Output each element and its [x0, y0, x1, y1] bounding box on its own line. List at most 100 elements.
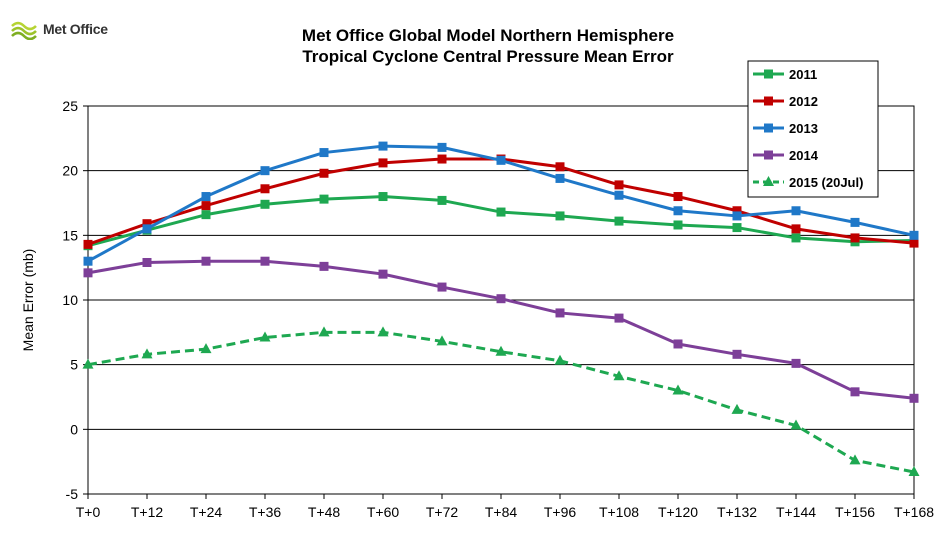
- data-point: [318, 326, 330, 337]
- legend-marker: [763, 176, 774, 186]
- data-point: [437, 142, 447, 152]
- data-point: [201, 201, 211, 211]
- data-point: [142, 257, 152, 267]
- data-point: [260, 256, 270, 266]
- data-point: [908, 466, 920, 477]
- data-point: [319, 148, 329, 158]
- data-point: [850, 217, 860, 227]
- data-point: [259, 331, 271, 342]
- data-point: [378, 158, 388, 168]
- chart-title: Met Office Global Model Northern Hemisph…: [302, 26, 674, 45]
- y-tick-label: -5: [66, 486, 79, 502]
- data-point: [791, 358, 801, 368]
- data-point: [142, 224, 152, 234]
- data-point: [260, 199, 270, 209]
- legend-item: 2011: [753, 67, 817, 82]
- data-point: [732, 206, 742, 216]
- x-tick-label: T+60: [367, 504, 400, 520]
- data-point: [319, 194, 329, 204]
- y-tick-label: 10: [62, 292, 78, 308]
- data-point: [673, 206, 683, 216]
- data-point: [495, 345, 507, 356]
- x-tick-label: T+12: [131, 504, 164, 520]
- data-point: [555, 211, 565, 221]
- data-point: [83, 268, 93, 278]
- x-tick-label: T+48: [308, 504, 341, 520]
- data-point: [496, 207, 506, 217]
- x-tick-label: T+168: [894, 504, 934, 520]
- data-point: [732, 349, 742, 359]
- data-point: [496, 294, 506, 304]
- data-point: [614, 313, 624, 323]
- x-tick-label: T+24: [190, 504, 223, 520]
- legend-label: 2011: [789, 67, 817, 82]
- legend-item: 2014: [753, 148, 819, 163]
- y-tick-label: 25: [62, 98, 78, 114]
- data-point: [201, 192, 211, 202]
- legend-item: 2015 (20Jul): [753, 175, 863, 190]
- data-point: [260, 166, 270, 176]
- data-point: [319, 168, 329, 178]
- series-2015-20jul: [82, 326, 920, 477]
- data-point: [909, 230, 919, 240]
- data-point: [850, 387, 860, 397]
- legend-marker: [764, 123, 773, 133]
- data-point: [201, 210, 211, 220]
- legend-item: 2012: [753, 94, 818, 109]
- data-point: [790, 419, 802, 430]
- data-point: [437, 282, 447, 292]
- x-tick-label: T+0: [76, 504, 101, 520]
- data-point: [83, 256, 93, 266]
- chart-subtitle: Tropical Cyclone Central Pressure Mean E…: [302, 47, 674, 66]
- y-axis-label: Mean Error (mb): [20, 249, 36, 352]
- legend-item: 2013: [753, 121, 818, 136]
- data-point: [614, 190, 624, 200]
- legend-marker: [764, 150, 773, 160]
- data-point: [673, 339, 683, 349]
- data-point: [673, 220, 683, 230]
- data-point: [909, 393, 919, 403]
- x-tick-label: T+72: [426, 504, 459, 520]
- x-tick-label: T+156: [835, 504, 875, 520]
- legend-marker: [764, 96, 773, 106]
- data-point: [791, 206, 801, 216]
- y-tick-label: 20: [62, 163, 78, 179]
- data-point: [377, 326, 389, 337]
- data-point: [496, 155, 506, 165]
- y-tick-label: 0: [70, 421, 78, 437]
- data-point: [732, 223, 742, 233]
- y-tick-label: 15: [62, 227, 78, 243]
- legend-label: 2012: [789, 94, 818, 109]
- x-tick-label: T+108: [599, 504, 639, 520]
- data-point: [378, 269, 388, 279]
- legend-marker: [764, 69, 773, 79]
- data-point: [673, 192, 683, 202]
- data-point: [613, 370, 625, 381]
- x-tick-label: T+132: [717, 504, 757, 520]
- data-point: [142, 219, 152, 229]
- data-point: [200, 343, 212, 354]
- y-tick-label: 5: [70, 357, 78, 373]
- x-tick-label: T+144: [776, 504, 816, 520]
- legend-label: 2013: [789, 121, 818, 136]
- data-point: [378, 141, 388, 151]
- data-point: [909, 238, 919, 248]
- legend: 2011 2012 2013 2014 2015 (20Jul): [747, 60, 879, 198]
- series-2014: [83, 256, 919, 403]
- data-point: [83, 239, 93, 249]
- data-point: [437, 195, 447, 205]
- x-tick-label: T+36: [249, 504, 282, 520]
- data-point: [437, 154, 447, 164]
- series-line: [87, 330, 915, 474]
- data-point: [436, 335, 448, 346]
- plot-area: -5 0 5 10 15 20 25 T+0 T+12 T+24 T+36 T+48 T+60 T+72 T…: [62, 98, 934, 520]
- data-point: [555, 173, 565, 183]
- legend-label: 2014: [789, 148, 819, 163]
- series-2013: [83, 141, 919, 266]
- data-point: [672, 384, 684, 395]
- data-point: [614, 180, 624, 190]
- data-point: [554, 354, 566, 365]
- x-tick-label: T+96: [544, 504, 577, 520]
- x-tick-label: T+120: [658, 504, 698, 520]
